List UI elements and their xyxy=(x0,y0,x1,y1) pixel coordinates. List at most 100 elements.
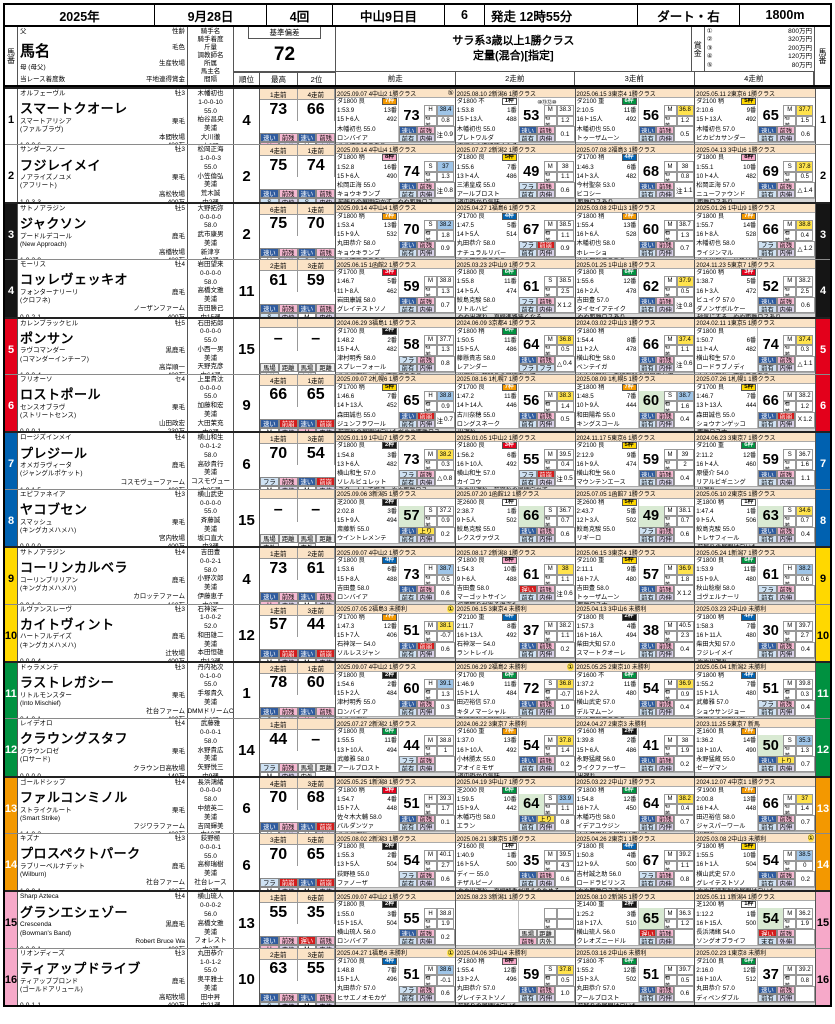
race-detail-left: ダ1700 良 6枠 1:46.9 11番 15ト1人 484 田辺裕信 57.0 キ… xyxy=(456,671,518,716)
time-line: 1:46.7 7番 xyxy=(696,393,756,400)
carried-weight: 58.0 xyxy=(204,278,217,286)
prize-row: ⑤ 80万円 xyxy=(705,62,814,71)
tag: 速い xyxy=(260,418,279,428)
margin-value xyxy=(556,918,574,930)
horse-row: 9 サトノアラジン 牡4 コーリンカルベラ コーリンブリリアン 鹿毛 (キングカメハ… xyxy=(5,546,830,604)
race-interval: 中3週 xyxy=(202,429,219,432)
margin-label: 着差 xyxy=(424,115,437,126)
field-popularity: 15ト1人 xyxy=(456,690,480,698)
tag: 前残 xyxy=(776,526,795,535)
frame-badge: 2枠 xyxy=(382,327,397,335)
prize-row: ① 800万円 xyxy=(705,28,814,37)
tag: 内伸 xyxy=(316,198,335,202)
trainer-name: 中舘英二 xyxy=(197,804,224,812)
race-tags-area: フラ 前残 前有 内伸 0.6 xyxy=(518,182,575,199)
stable-region: 美浦 xyxy=(204,870,217,878)
race-interval: 中21週 xyxy=(200,1002,220,1005)
tag: 速い xyxy=(297,648,317,658)
tag: 内伸 xyxy=(278,657,298,661)
post-number: 3番 xyxy=(387,910,397,918)
trainer-name: 水野貴広 xyxy=(197,746,224,754)
race-detail-left: ダ1800 良 2枠 1:54.8 3番 13ト6人 482 横山和生 57.0 ソレ… xyxy=(336,442,398,486)
field-line: 15ト3人 502 xyxy=(577,976,637,983)
margin-label: 着差 xyxy=(543,574,557,586)
corner-positions xyxy=(639,213,695,220)
horse-number-right: 2 xyxy=(815,145,830,202)
farm-line: 社台ファーム xyxy=(20,708,185,716)
winner-line: ゼーゲマン xyxy=(696,765,756,772)
race-date-header: 2025.01.05 1中山2 1勝クラス xyxy=(455,433,575,443)
race-rating: 49 xyxy=(523,163,540,180)
owner-name: DMMドリームC xyxy=(188,707,234,715)
tag: 前有 xyxy=(758,649,777,658)
race-interval: 中3週 xyxy=(202,602,219,604)
frame-badge: 4枠 xyxy=(741,613,757,621)
race-tags: 速い 前残 前有 内伸 xyxy=(399,699,435,716)
tag: 前残 xyxy=(776,240,795,249)
time-line: 1:55.7 14番 xyxy=(696,222,756,229)
dam-line: スマッシュ 栗毛 xyxy=(20,519,185,527)
horse-weight: 482 xyxy=(626,172,637,180)
note-value: 0.4 xyxy=(800,646,811,654)
note-box xyxy=(795,929,815,946)
margin-label: 着差 xyxy=(663,115,677,126)
post-number: 12番 xyxy=(743,967,757,975)
note-value: 0.2 xyxy=(560,760,570,768)
horse-weight: 492 xyxy=(506,460,517,468)
tag: 内伸 xyxy=(656,593,675,602)
pace-letter: H xyxy=(424,105,437,116)
jockey-line: 佐々木大輔 58.0 xyxy=(337,814,397,821)
margin-label: 着差 xyxy=(783,286,797,298)
race-detail-left: ダ2100 重 6枠 2:11.2 12番 16ト4人 460 原優介 54.0 リア… xyxy=(695,442,757,486)
winner-line: ショウサンジョー xyxy=(696,709,756,716)
farm-text: 社台ファーム xyxy=(146,708,185,716)
race-tags: 速い 前残 前有 内伸 xyxy=(518,641,555,658)
race-tags-area: フラ 前残 前有 内伸 0.8 xyxy=(399,355,455,372)
winner-line: フジレイメイ xyxy=(696,650,756,657)
dist-line: ダ1800 良 7枠 xyxy=(696,212,757,220)
corner-positions xyxy=(399,958,455,965)
field-line: 15ト4人 482 xyxy=(337,346,397,353)
jockey-line: 和田陽希 55.0 xyxy=(577,412,637,419)
last3f-figure: 36.7 xyxy=(556,505,574,517)
tag: 距離 xyxy=(278,362,298,372)
note-box: 0.7 xyxy=(795,756,815,773)
horse-info-cell: サトノアラジン 牡5 ジャクソン プードルデコール 鹿毛 (New Approach… xyxy=(18,203,188,260)
past-race-cell: 2025.03.22 2中山7 1勝クラス ダ1800 稍 6枠 1:54.8 12… xyxy=(575,777,696,834)
tag: 内伸 xyxy=(416,248,435,257)
note-box: X 1.2 xyxy=(795,411,815,428)
race-winner: リアルビギニング xyxy=(696,479,746,487)
tag: 前残 xyxy=(416,929,435,938)
margin-label: 着差 xyxy=(663,230,677,241)
race-date-text: 2023.11.25 5東京7 新馬 xyxy=(696,721,760,728)
second-label: 1走前 xyxy=(297,203,335,215)
best-rating: 75 xyxy=(260,154,298,178)
dist-line: ダ1800 良 7枠 xyxy=(337,98,397,105)
jockey-line: 長浜鴻緒 54.0 xyxy=(696,929,756,936)
tag: フラ xyxy=(399,355,417,364)
margin-label: 着差 xyxy=(663,918,677,930)
field-line: 15ト9人 532 xyxy=(337,231,397,238)
tag: 速い xyxy=(638,182,657,191)
race-tags: 遅い 前残 前有 内伸 xyxy=(518,585,555,602)
race-comment xyxy=(336,772,455,776)
sire-text: カレンブラックヒル xyxy=(20,319,79,327)
race-date-text: 2025.04.27 1福島6 未勝利 xyxy=(337,951,408,958)
tag: 前崩 xyxy=(416,411,435,420)
past-race-cell: 2024.06.09 3京都4 1勝クラス ダ1800 稍 6枠 1:50.5 11… xyxy=(455,318,576,374)
winner-line: マーゴットサイン xyxy=(457,594,517,601)
past-race-cell: 2025.09.07 4中山2 1勝クラス ダ1800 良 2枠 1:55.0 3番… xyxy=(336,892,456,948)
field-popularity: 15ト1人 xyxy=(696,690,719,698)
corner-positions xyxy=(519,614,575,621)
horse-weight: 490 xyxy=(745,746,757,754)
time-line: 2:10.5 11番 xyxy=(577,107,637,114)
race-rating: 54 xyxy=(642,681,660,698)
tag: M xyxy=(260,657,279,661)
time-line: 1:36.2 14番 xyxy=(696,737,756,744)
dam-line: コーリンブリリアン 鹿毛 xyxy=(20,577,185,585)
last3f-figure: 39.2 xyxy=(796,964,814,976)
race-rating: 51 xyxy=(762,681,779,698)
tag: H xyxy=(297,715,317,719)
time-line: 1:47.3 12番 xyxy=(337,623,397,630)
